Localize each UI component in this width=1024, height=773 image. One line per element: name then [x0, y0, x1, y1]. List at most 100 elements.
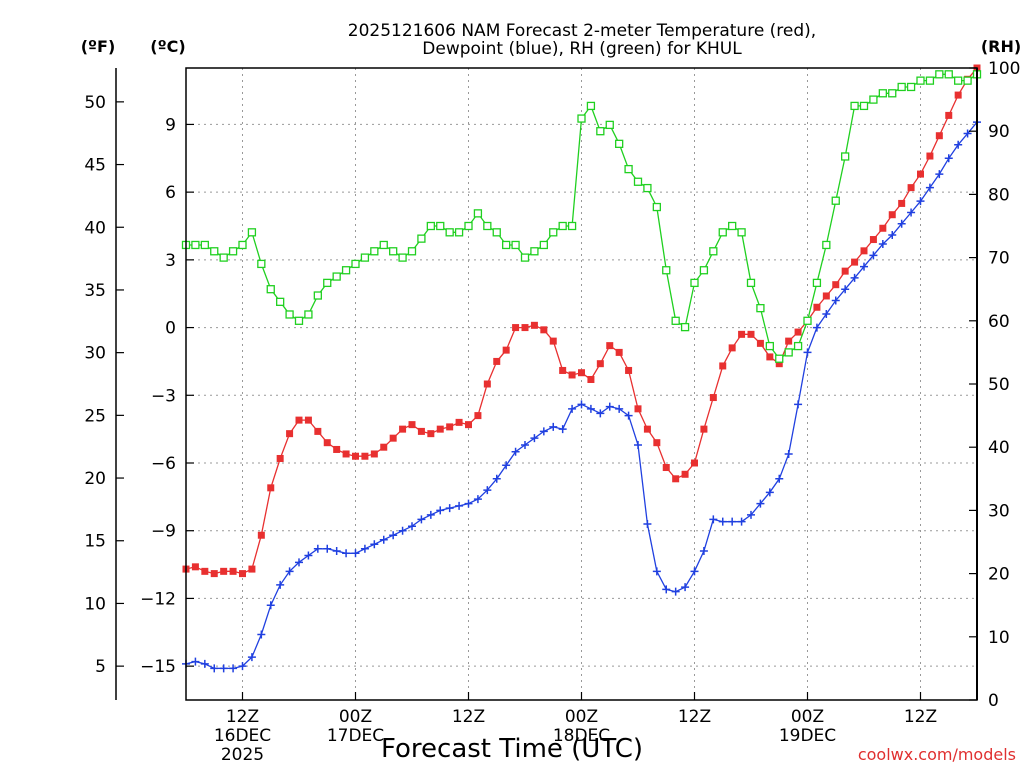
rh-point [285, 310, 294, 319]
rh-point [652, 202, 661, 212]
dewpoint-point [464, 499, 473, 508]
rh-point [511, 240, 520, 250]
fahrenheit-tick-label: 5 [95, 657, 106, 677]
x-tick-label: 00Z [565, 707, 598, 727]
temperature-point [474, 412, 482, 420]
dewpoint-point [257, 630, 266, 639]
dewpoint-point [907, 208, 916, 217]
dewpoint-point [822, 310, 831, 319]
temperature-point [747, 330, 755, 338]
temperature-point [267, 484, 275, 492]
rh-point [464, 221, 473, 231]
temperature-point [681, 470, 689, 478]
rh-point [605, 120, 614, 130]
dewpoint-point [323, 544, 332, 553]
dewpoint-point [699, 547, 708, 556]
rh-point [294, 316, 304, 325]
celsius-tick-label: −3 [151, 386, 176, 406]
x-tick-label: 12Z [678, 707, 711, 727]
dewpoint-point [379, 535, 388, 544]
temperature-point [549, 337, 557, 345]
temperature-point [738, 330, 746, 338]
celsius-tick-label: −9 [151, 522, 176, 542]
fahrenheit-tick-label: 50 [84, 93, 106, 113]
rh-point [803, 316, 812, 325]
rh-point [841, 152, 850, 161]
temperature-point [662, 464, 670, 472]
rh-point [228, 247, 238, 256]
dewpoint-point [285, 567, 294, 576]
dewpoint-point [558, 425, 567, 434]
series-layer [181, 64, 982, 673]
dewpoint-point [521, 440, 529, 449]
axes [115, 67, 978, 701]
temperature-point [587, 375, 595, 383]
dewpoint-point [897, 219, 906, 228]
rh-point [954, 76, 963, 85]
rh-point [304, 310, 313, 319]
x-tick-label: 12Z [226, 707, 259, 727]
rh-point [680, 322, 690, 332]
temperature-point [408, 421, 416, 429]
x-tick-year-label: 2025 [221, 745, 264, 765]
dewpoint-point [944, 154, 953, 163]
rh-point [577, 114, 586, 123]
dewpoint-point [455, 501, 464, 510]
temperature-point [286, 430, 294, 438]
rh-tick-label: 100 [988, 59, 1020, 79]
dewpoint-point [812, 323, 821, 332]
rh-point [718, 228, 727, 237]
rh-point [323, 278, 332, 288]
rh-point [341, 266, 351, 275]
fahrenheit-tick-label: 45 [84, 156, 106, 176]
chart-title-line-1: 2025121606 NAM Forecast 2-meter Temperat… [348, 21, 816, 41]
fahrenheit-tick-label: 40 [84, 218, 106, 238]
dewpoint-point [690, 567, 699, 576]
dewpoint-point [295, 558, 303, 567]
dewpoint-point [398, 526, 407, 535]
rh-point [963, 76, 972, 85]
rh-point [210, 247, 219, 256]
rh-point [567, 221, 577, 231]
rh-point [859, 101, 869, 111]
rh-tick-label: 0 [988, 691, 999, 711]
dewpoint-point [728, 517, 737, 526]
x-tick-date-label: 17DEC [327, 726, 384, 746]
temperature-point [370, 450, 378, 458]
dewpoint-point [266, 601, 275, 610]
dewpoint-point [426, 510, 435, 519]
dewpoint-point [747, 510, 755, 519]
dewpoint-point [332, 547, 341, 556]
temperature-point [295, 416, 303, 424]
fahrenheit-tick-label: 15 [84, 532, 106, 552]
dewpoint-point [624, 411, 633, 420]
rh-point [765, 341, 774, 351]
x-tick-label: 12Z [904, 707, 937, 727]
dewpoint-point [888, 231, 897, 240]
dewpoint-point [342, 549, 351, 558]
temperature-point [455, 418, 463, 426]
fahrenheit-tick-label: 10 [84, 594, 106, 614]
temperature-point [945, 111, 953, 119]
dewpoint-point [784, 449, 793, 458]
x-tick-date-label: 18DEC [553, 726, 610, 746]
rh-point [793, 341, 803, 351]
dewpoint-point [681, 583, 690, 592]
temperature-point [691, 459, 698, 467]
temperature-point [860, 247, 868, 255]
rh-point [257, 259, 266, 269]
temperature-point [389, 434, 397, 442]
fahrenheit-unit-label: (ºF) [81, 37, 116, 56]
rh-point [426, 221, 435, 231]
dewpoint-point [483, 486, 492, 495]
temperature-point [333, 445, 341, 453]
rh-point [888, 89, 897, 98]
temperature-point [540, 326, 548, 334]
rh-point [200, 240, 209, 250]
celsius-tick-label: 3 [165, 251, 176, 271]
x-tick-label: 00Z [791, 707, 824, 727]
rh-point [266, 285, 275, 294]
dewpoint-point [530, 434, 539, 443]
temperature-point [794, 328, 802, 336]
